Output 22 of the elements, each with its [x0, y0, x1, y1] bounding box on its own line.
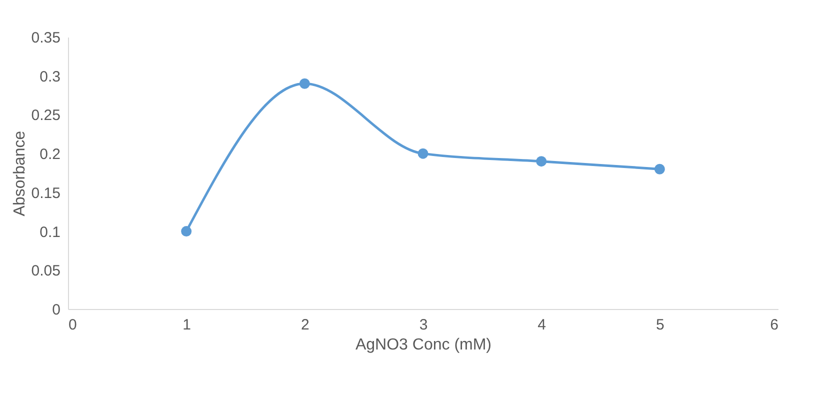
x-tick-label: 6: [770, 316, 778, 334]
x-tick-label: 1: [182, 316, 192, 334]
x-tick-label: 4: [538, 316, 546, 334]
y-tick-label: 0.35: [31, 30, 60, 46]
x-tick-label: 3: [419, 316, 428, 334]
x-tick-label: 0: [68, 316, 77, 334]
y-tick-label: 0.15: [31, 184, 60, 202]
point: [418, 148, 428, 159]
point: [536, 156, 547, 167]
y-tick-label: 0.05: [31, 262, 60, 280]
point: [181, 226, 192, 237]
y-tick-label: 0: [52, 302, 60, 318]
y-tick-label: 0.2: [40, 146, 60, 164]
y-tick-label: 0.3: [40, 68, 60, 86]
x-tick-label: 2: [300, 316, 310, 334]
point: [654, 164, 665, 174]
x-tick-label: 5: [656, 316, 664, 334]
x-axis-title: AgNO3 Conc (mM): [355, 336, 492, 354]
y-axis-title: Absorbance: [11, 130, 28, 216]
y-tick-label: 0.25: [31, 107, 60, 124]
point: [299, 78, 310, 89]
y-tick-label: 0.1: [40, 224, 60, 241]
